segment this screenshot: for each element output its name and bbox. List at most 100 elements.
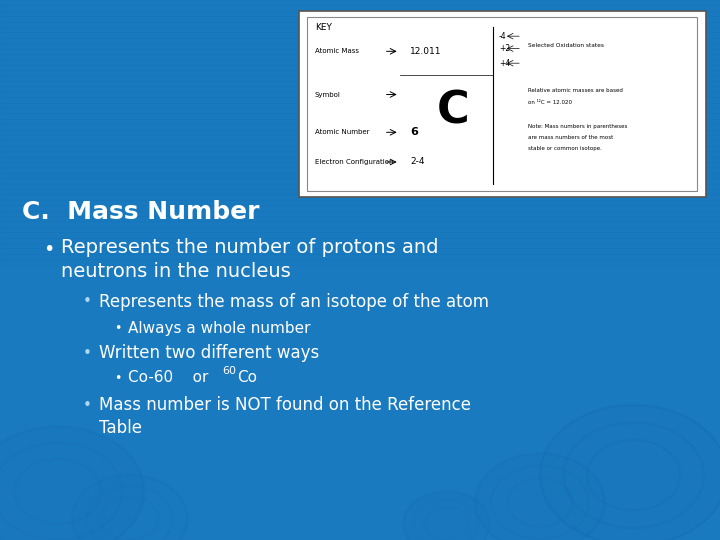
Bar xyxy=(0,281,720,286)
Bar xyxy=(0,92,720,97)
Bar xyxy=(0,65,720,70)
Bar xyxy=(0,432,720,437)
Bar xyxy=(0,481,720,486)
Text: •: • xyxy=(83,294,91,309)
Bar xyxy=(0,275,720,281)
Text: KEY: KEY xyxy=(315,23,331,32)
Bar xyxy=(0,265,720,270)
Bar xyxy=(0,529,720,535)
Bar xyxy=(0,286,720,292)
Text: Relative atomic masses are based: Relative atomic masses are based xyxy=(528,87,623,93)
Text: 6: 6 xyxy=(410,127,418,137)
Bar xyxy=(0,184,720,189)
Bar xyxy=(0,259,720,265)
Bar xyxy=(0,178,720,184)
Bar xyxy=(0,200,720,205)
Bar xyxy=(0,405,720,410)
Bar xyxy=(0,329,720,335)
Bar xyxy=(0,167,720,173)
Text: •: • xyxy=(83,346,91,361)
Bar xyxy=(0,464,720,470)
Bar xyxy=(0,524,720,529)
Bar xyxy=(0,113,720,119)
Text: 2-4: 2-4 xyxy=(410,158,425,166)
Bar xyxy=(0,135,720,140)
Text: Represents the number of protons and
neutrons in the nucleus: Represents the number of protons and neu… xyxy=(61,238,438,281)
Bar xyxy=(0,211,720,216)
Bar xyxy=(0,297,720,302)
Bar xyxy=(0,27,720,32)
Bar xyxy=(0,140,720,146)
Bar xyxy=(0,486,720,491)
Text: stable or common isotope.: stable or common isotope. xyxy=(528,146,602,151)
Bar xyxy=(0,162,720,167)
Text: +4: +4 xyxy=(499,59,510,68)
Bar xyxy=(0,16,720,22)
Bar xyxy=(0,308,720,313)
Bar xyxy=(0,362,720,367)
Bar xyxy=(0,70,720,76)
Text: •: • xyxy=(83,398,91,413)
Bar xyxy=(0,437,720,443)
Circle shape xyxy=(0,427,144,540)
Bar xyxy=(0,119,720,124)
Bar xyxy=(0,443,720,448)
Text: •: • xyxy=(43,240,55,259)
Bar xyxy=(0,173,720,178)
Bar xyxy=(0,49,720,54)
Bar xyxy=(0,124,720,130)
Circle shape xyxy=(475,454,605,540)
Text: •: • xyxy=(114,372,121,384)
Text: Symbol: Symbol xyxy=(315,91,341,98)
Bar xyxy=(0,103,720,108)
Text: 12.011: 12.011 xyxy=(410,47,442,56)
Bar xyxy=(0,108,720,113)
Bar xyxy=(0,502,720,508)
Bar xyxy=(0,346,720,351)
Text: C: C xyxy=(437,90,470,133)
Bar xyxy=(0,394,720,400)
Bar xyxy=(0,470,720,475)
Text: -4: -4 xyxy=(499,32,507,40)
Bar xyxy=(0,340,720,346)
Text: C.  Mass Number: C. Mass Number xyxy=(22,200,259,224)
Text: 60: 60 xyxy=(222,366,235,376)
Text: Electron Configuration: Electron Configuration xyxy=(315,159,393,165)
Bar xyxy=(0,513,720,518)
Bar xyxy=(0,0,720,5)
Text: on ¹²C = 12.020: on ¹²C = 12.020 xyxy=(528,100,572,105)
Bar xyxy=(0,518,720,524)
Bar xyxy=(0,86,720,92)
Bar xyxy=(0,389,720,394)
Bar xyxy=(0,43,720,49)
Text: Mass number is NOT found on the Reference
Table: Mass number is NOT found on the Referenc… xyxy=(99,396,472,437)
Bar xyxy=(0,81,720,86)
Text: Represents the mass of an isotope of the atom: Represents the mass of an isotope of the… xyxy=(99,293,490,310)
Bar xyxy=(0,97,720,103)
Bar xyxy=(0,324,720,329)
Bar xyxy=(0,378,720,383)
Bar xyxy=(0,313,720,319)
Circle shape xyxy=(403,491,490,540)
Bar xyxy=(0,535,720,540)
Bar xyxy=(0,32,720,38)
Text: Written two different ways: Written two different ways xyxy=(99,344,320,362)
Text: Atomic Number: Atomic Number xyxy=(315,129,369,136)
Bar xyxy=(0,508,720,513)
Bar xyxy=(0,194,720,200)
Bar xyxy=(0,459,720,464)
Bar xyxy=(0,227,720,232)
Bar xyxy=(0,11,720,16)
Text: +2: +2 xyxy=(499,44,510,53)
Bar xyxy=(0,491,720,497)
Bar xyxy=(0,270,720,275)
Bar xyxy=(0,151,720,157)
Bar xyxy=(0,319,720,324)
Bar xyxy=(0,302,720,308)
Text: Co: Co xyxy=(238,370,258,386)
Bar xyxy=(0,38,720,43)
Bar xyxy=(0,146,720,151)
Bar xyxy=(0,373,720,378)
Bar xyxy=(0,383,720,389)
Text: Atomic Mass: Atomic Mass xyxy=(315,48,359,55)
